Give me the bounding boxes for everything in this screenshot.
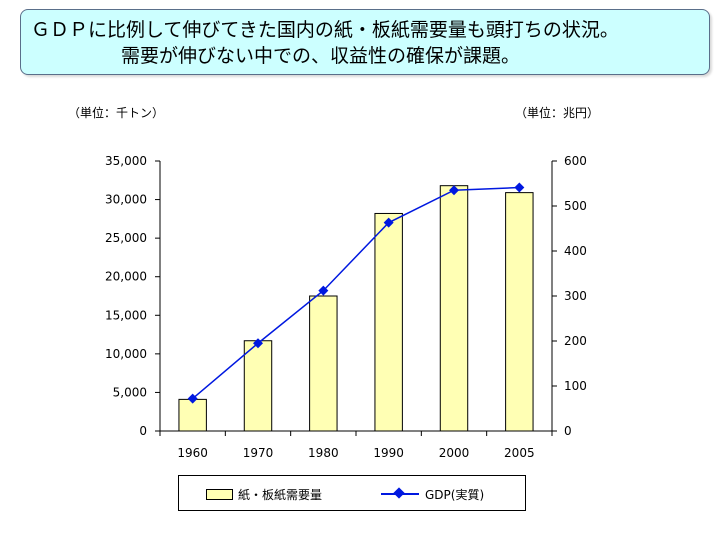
gdp-point	[449, 185, 459, 196]
right-axis-unit: （単位：兆円）	[515, 106, 600, 120]
left-tick-label: 25,000	[105, 231, 147, 245]
left-axis-unit: （単位：千トン）	[68, 106, 165, 120]
right-tick-label: 500	[564, 199, 587, 213]
x-tick-label: 1960	[177, 446, 208, 460]
right-tick-label: 400	[564, 244, 587, 258]
right-tick-label: 600	[564, 154, 587, 168]
x-tick-label: 1970	[243, 446, 274, 460]
right-tick-label: 300	[564, 289, 587, 303]
x-tick-label: 1990	[373, 446, 404, 460]
legend-bar-swatch	[206, 489, 233, 500]
left-tick-label: 35,000	[105, 154, 147, 168]
left-tick-label: 15,000	[105, 308, 147, 322]
right-tick-label: 200	[564, 334, 587, 348]
legend-label-line: GDP(実質)	[425, 488, 485, 502]
gdp-point	[514, 182, 525, 193]
headline-banner: ＧＤＰに比例して伸びてきた国内の紙・板紙需要量も頭打ちの状況。 需要が伸びない中…	[20, 9, 710, 75]
left-tick-label: 20,000	[105, 270, 147, 284]
left-tick-label: 10,000	[105, 347, 147, 361]
gdp-point	[318, 285, 329, 296]
left-tick-label: 0	[139, 424, 147, 438]
demand-bar	[309, 295, 338, 432]
headline-line-1: ＧＤＰに比例して伸びてきた国内の紙・板紙需要量も頭打ちの状況。	[31, 19, 619, 41]
demand-bar	[243, 340, 273, 432]
demand-bar	[505, 192, 534, 432]
right-tick-label: 0	[564, 424, 572, 438]
gdp-point	[253, 338, 263, 349]
headline-line-2: 需要が伸びない中での、収益性の確保が課題。	[121, 45, 521, 67]
gdp-point	[187, 393, 198, 404]
demand-bar	[178, 398, 207, 432]
gdp-point	[383, 217, 394, 228]
demand-bar	[439, 185, 469, 432]
x-tick-label: 2005	[504, 446, 535, 460]
gdp-line	[192, 186, 520, 400]
x-tick-label: 2000	[439, 446, 470, 460]
x-tick-label: 1980	[308, 446, 339, 460]
right-tick-label: 100	[564, 379, 587, 393]
left-tick-label: 30,000	[105, 193, 147, 207]
legend-label-bar: 紙・板紙需要量	[238, 488, 323, 502]
left-tick-label: 5,000	[113, 385, 147, 399]
chart-legend: 紙・板紙需要量 GDP(実質)	[178, 475, 526, 511]
legend-diamond-marker	[393, 487, 405, 499]
demand-bar	[374, 212, 403, 432]
